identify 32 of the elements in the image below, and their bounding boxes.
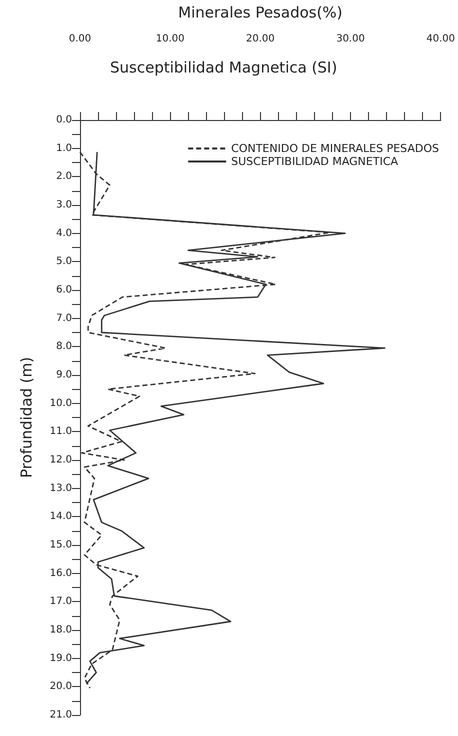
y-tick-label: 19.0 [50,652,72,664]
y-tick-label: 4.0 [56,228,72,239]
y-tick-label: 8.0 [56,341,72,352]
y-tick-label: 17.0 [50,596,72,608]
y-tick-label: 13.0 [50,482,72,494]
y-tick-label: 15.0 [50,540,72,550]
y-tick-label: 12.0 [50,454,72,466]
y-tick-label: 2.0 [56,171,72,182]
legend-label: CONTENIDO DE MINERALES PESADOS [231,142,440,155]
y-tick-label: 9.0 [56,370,72,380]
y-tick-label: 21.0 [50,710,72,720]
y-tick-label: 20.0 [50,681,72,692]
y-tick-label: 14.0 [50,511,72,522]
legend-label: SUSCEPTIBILIDAD MAGNETICA [231,155,398,168]
y-tick-label: 7.0 [56,312,72,324]
text: Susceptibilidad Magnetica (SI) [110,58,338,76]
y-tick-label: 16.0 [50,568,72,579]
y-tick-label: 18.0 [50,624,72,636]
y-tick-label: 3.0 [56,200,72,210]
x-axis-title: Minerales Pesados(%) [178,4,343,22]
x-tick-label: 30.00 [336,34,365,44]
y-tick-label: 6.0 [56,284,72,296]
y-tick-label: 1.0 [56,142,72,154]
y-axis-title: Profundidad (m) [18,356,36,478]
y-tick-label: 5.0 [56,256,72,268]
x-tick-label: 10.00 [156,34,184,44]
x-tick-label: 20.00 [246,34,275,44]
y-tick-label: 0.0 [56,114,72,126]
x-tick-label: 40.00 [426,34,456,44]
x-tick-label: 0.00 [68,34,92,44]
y-tick-label: 10.0 [50,398,72,409]
y-tick-label: 11.0 [50,426,72,438]
